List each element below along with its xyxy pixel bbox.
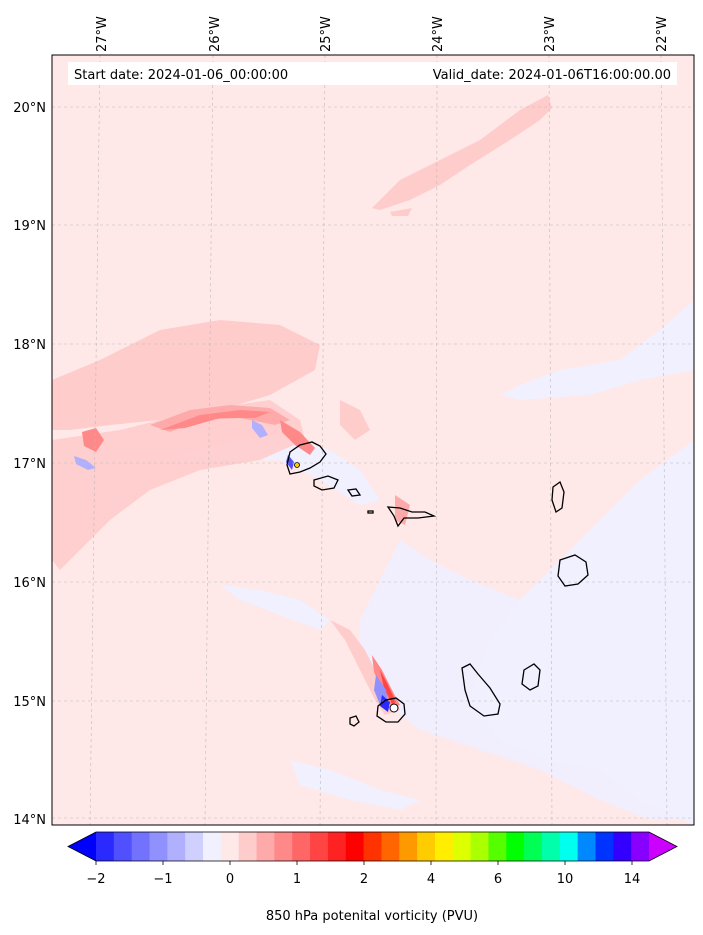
lon-tick: 22°W xyxy=(655,16,670,52)
santo-antao-peak-marker xyxy=(294,462,300,468)
colorbar xyxy=(67,831,678,865)
island-sao-vicente xyxy=(313,475,339,491)
lat-tick: 17°N xyxy=(13,457,46,472)
colorbar-segment xyxy=(613,832,632,861)
colorbar-extend-min xyxy=(68,832,96,861)
lon-tick: 26°W xyxy=(208,16,223,52)
colorbar-segment xyxy=(631,832,650,861)
lat-tick: 18°N xyxy=(13,338,46,353)
colorbar-segment xyxy=(417,832,436,861)
island-santo-antao xyxy=(286,441,327,475)
colorbar-segment xyxy=(292,832,311,861)
colorbar-segment xyxy=(203,832,222,861)
lat-tick: 15°N xyxy=(13,695,46,710)
colorbar-tick: 10 xyxy=(557,872,574,887)
colorbar-segment xyxy=(363,832,382,861)
colorbar-segment xyxy=(399,832,418,861)
lon-tick: 23°W xyxy=(543,16,558,52)
colorbar-tick: −2 xyxy=(86,872,105,887)
colorbar-segment xyxy=(470,832,489,861)
colorbar-tick: −1 xyxy=(153,872,172,887)
colorbar-segment xyxy=(577,832,596,861)
colorbar-segment xyxy=(541,832,561,861)
colorbar-segment xyxy=(524,832,543,861)
header-box xyxy=(68,62,677,85)
colorbar-tick: 14 xyxy=(624,872,641,887)
colorbar-segment xyxy=(488,832,507,861)
lon-tick: 27°W xyxy=(95,16,110,52)
gridlines xyxy=(52,54,694,826)
colorbar-segment xyxy=(327,832,347,861)
island-maio xyxy=(521,663,541,691)
colorbar-segment xyxy=(113,832,133,861)
colorbar-segment xyxy=(559,832,579,861)
lat-tick: 16°N xyxy=(13,576,46,591)
lat-tick: 20°N xyxy=(13,101,46,116)
colorbar-segment xyxy=(345,832,365,861)
lon-tick: 24°W xyxy=(431,16,446,52)
colorbar-segment xyxy=(595,832,614,861)
island-brava xyxy=(349,715,360,727)
island-ilheu xyxy=(367,510,374,514)
colorbar-tick: 0 xyxy=(226,872,234,887)
colorbar-tick: 4 xyxy=(427,872,435,887)
island-santiago xyxy=(461,663,501,717)
negative-pv-field xyxy=(180,300,694,825)
colorbar-segment xyxy=(238,832,258,861)
colorbar-segment xyxy=(506,832,525,861)
island-sao-nicolau xyxy=(386,506,437,528)
colorbar-segment xyxy=(96,832,115,861)
colorbar-segment xyxy=(220,832,240,861)
colorbar-segment xyxy=(381,832,400,861)
start-date-label: Start date: 2024-01-06_00:00:00 xyxy=(74,68,288,83)
colorbar-segment xyxy=(167,832,186,861)
valid-date-label: Valid_date: 2024-01-06T16:00:00.00 xyxy=(433,68,671,83)
colorbar-label: 850 hPa potenital vorticity (PVU) xyxy=(266,909,478,924)
colorbar-segment xyxy=(434,832,454,861)
colorbar-tick: 6 xyxy=(494,872,502,887)
island-fogo xyxy=(376,697,406,723)
colorbar-segment xyxy=(310,832,329,861)
lat-tick: 14°N xyxy=(13,813,46,828)
colorbar-segment xyxy=(274,832,293,861)
colorbar-tick: 1 xyxy=(293,872,301,887)
colorbar-tick: 2 xyxy=(360,872,368,887)
island-sal xyxy=(551,480,565,514)
fogo-peak-marker xyxy=(389,703,399,713)
colorbar-tick-labels: −2 −1 0 1 2 4 6 10 14 xyxy=(86,872,640,887)
colorbar-extend-max xyxy=(649,832,677,861)
island-boa-vista xyxy=(557,554,589,587)
coastlines xyxy=(286,441,589,727)
colorbar-segment xyxy=(149,832,168,861)
lon-tick-labels: 27°W 26°W 25°W 24°W 23°W 22°W xyxy=(95,16,670,52)
map-frame xyxy=(51,54,695,826)
colorbar-segment xyxy=(131,832,151,861)
lat-tick-labels: 20°N 19°N 18°N 17°N 16°N 15°N 14°N xyxy=(13,101,46,828)
colorbar-segment xyxy=(185,832,204,861)
lon-tick: 25°W xyxy=(319,16,334,52)
colorbar-segment xyxy=(452,832,472,861)
island-santa-luzia xyxy=(346,488,362,497)
positive-pv-field xyxy=(52,95,552,715)
colorbar-segment xyxy=(256,832,275,861)
lat-tick: 19°N xyxy=(13,219,46,234)
